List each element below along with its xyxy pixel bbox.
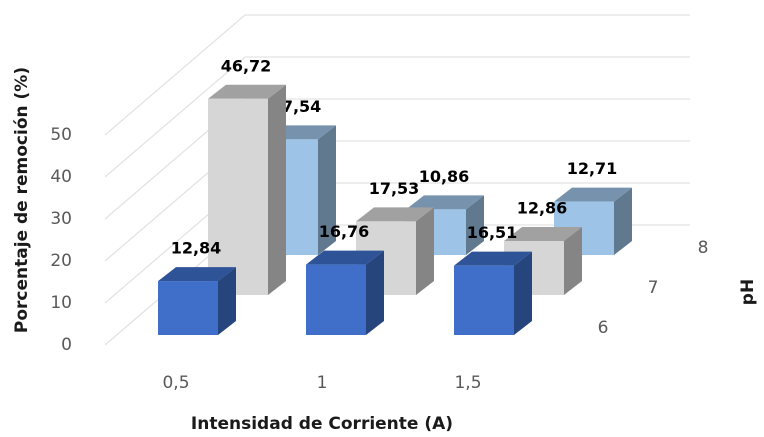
y-axis-title: Porcentaje de remoción (%) <box>12 67 32 333</box>
bar <box>454 265 514 335</box>
value-label: 12,84 <box>171 239 222 258</box>
z-axis-title: pH <box>738 279 758 305</box>
value-label: 17,53 <box>369 179 420 198</box>
bar-side <box>614 187 632 255</box>
bar-top <box>158 267 236 282</box>
y-tick-label: 20 <box>50 251 72 271</box>
x-tick-label: 0,5 <box>162 373 189 393</box>
bar-side <box>466 195 484 255</box>
value-label: 16,76 <box>319 222 370 241</box>
value-label: 10,86 <box>419 167 470 186</box>
y-tick-label: 30 <box>50 209 72 229</box>
value-label: 12,86 <box>517 198 568 217</box>
bar-top <box>554 187 632 202</box>
series-label: 8 <box>698 238 709 258</box>
bar-top <box>306 250 384 265</box>
bar-top <box>504 226 582 241</box>
bar <box>158 281 218 335</box>
bar-side <box>218 267 236 335</box>
bar-side <box>564 226 582 295</box>
x-axis-title: Intensidad de Corriente (A) <box>191 414 453 434</box>
bar-side <box>318 125 336 255</box>
bar-side <box>416 207 434 295</box>
bar-top <box>208 84 286 99</box>
grid-line <box>104 56 690 178</box>
series-label: 7 <box>648 278 659 298</box>
bar <box>208 98 268 295</box>
series-label: 6 <box>598 318 609 338</box>
bar-side <box>366 250 384 335</box>
bar-side <box>268 84 286 295</box>
x-tick-label: 1,5 <box>454 373 481 393</box>
value-label: 12,71 <box>567 159 618 178</box>
bar-top <box>356 207 434 222</box>
y-tick-label: 40 <box>50 167 72 187</box>
bar-top <box>406 195 484 210</box>
y-tick-label: 50 <box>50 125 72 145</box>
grid-line <box>104 14 690 136</box>
value-label: 16,51 <box>467 223 518 242</box>
x-tick-label: 1 <box>317 373 328 393</box>
bar-side <box>514 251 532 335</box>
bar <box>306 264 366 335</box>
value-label: 46,72 <box>221 56 272 75</box>
y-tick-label: 0 <box>61 335 72 355</box>
bar-top <box>454 251 532 266</box>
y-tick-label: 10 <box>50 293 72 313</box>
